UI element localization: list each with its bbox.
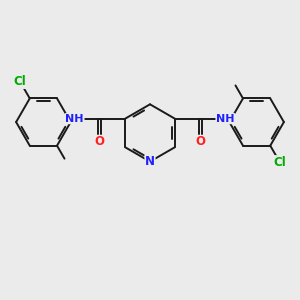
Text: NH: NH bbox=[65, 114, 84, 124]
Text: O: O bbox=[94, 135, 104, 148]
Text: Cl: Cl bbox=[14, 75, 27, 88]
Text: N: N bbox=[145, 155, 155, 168]
Text: Cl: Cl bbox=[273, 156, 286, 169]
Text: NH: NH bbox=[216, 114, 235, 124]
Text: O: O bbox=[196, 135, 206, 148]
